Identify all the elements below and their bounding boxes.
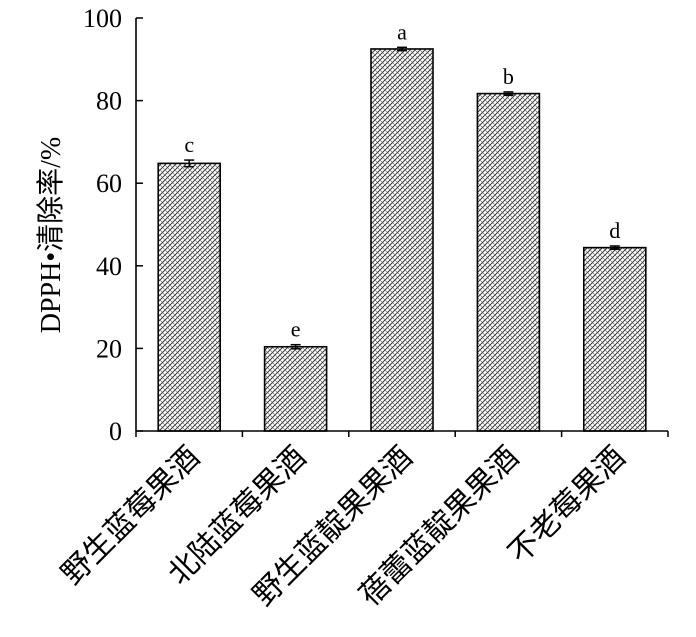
y-tick-label: 0: [109, 417, 122, 446]
y-tick-label: 40: [96, 252, 122, 281]
bar: [476, 92, 541, 432]
y-tick-label: 60: [96, 169, 122, 198]
significance-label: d: [609, 218, 620, 243]
category-label: 不老莓果酒: [502, 440, 633, 571]
axes-layer: 野生蓝莓果酒北陆蓝莓果酒野生蓝靛果果酒蓓蕾蓝靛果果酒不老莓果酒020406080…: [55, 4, 669, 613]
significance-label: e: [291, 317, 301, 342]
y-tick-label: 20: [96, 334, 122, 363]
y-tick-label: 100: [83, 4, 122, 33]
bars-layer: c e a b d: [157, 19, 647, 432]
bar: [263, 345, 328, 432]
bar: [582, 246, 647, 432]
significance-label: c: [184, 132, 194, 157]
bar: [157, 162, 221, 432]
significance-label: a: [397, 19, 407, 44]
y-axis-title: DPPH•清除率/%: [35, 137, 67, 334]
significance-label: b: [503, 64, 514, 89]
y-tick-label: 80: [96, 87, 122, 116]
bar: [370, 48, 434, 432]
